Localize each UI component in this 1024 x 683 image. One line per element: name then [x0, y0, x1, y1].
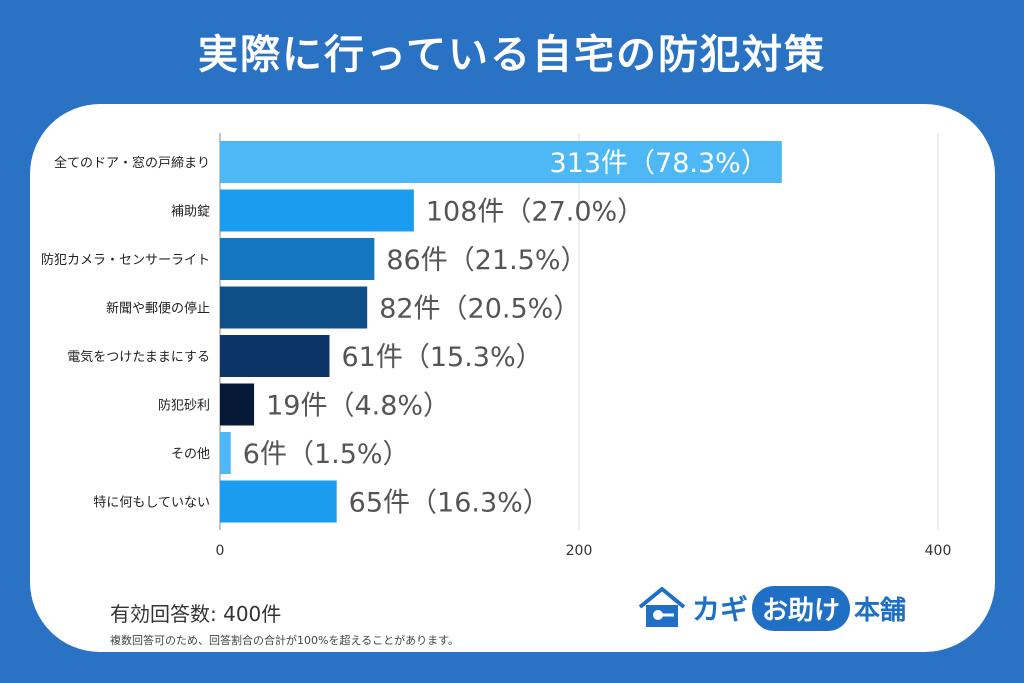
logo-text-kagi: カギ — [692, 593, 749, 626]
chart-card — [30, 104, 995, 652]
data-label: 61件（15.3%） — [341, 342, 542, 373]
bar — [220, 480, 337, 523]
x-tick-label: 200 — [566, 543, 593, 559]
data-label: 65件（16.3%） — [349, 488, 550, 519]
data-label: 82件（20.5%） — [379, 294, 580, 325]
data-label: 108件（27.0%） — [426, 197, 644, 228]
category-label: 特に何もしていない — [93, 495, 210, 511]
x-tick-label: 400 — [925, 543, 952, 559]
data-label: 313件（78.3%） — [550, 148, 768, 179]
category-label: 電気をつけたままにする — [67, 349, 210, 365]
category-label: 補助錠 — [171, 205, 210, 220]
data-label: 86件（21.5%） — [386, 245, 587, 276]
bar — [220, 286, 368, 329]
category-label: その他 — [171, 447, 210, 462]
bar — [220, 335, 330, 377]
logo-text-honpo: 本舗 — [854, 595, 907, 626]
category-label: 防犯カメラ・センサーライト — [41, 252, 210, 268]
footnote: 複数回答可のため、回答割合の合計が100%を超えることがあります。 — [110, 634, 460, 647]
bar — [220, 432, 231, 474]
respondent-count: 有効回答数: 400件 — [110, 602, 282, 626]
bar — [220, 141, 782, 183]
chart-title: 実際に行っている自宅の防犯対策 — [198, 32, 826, 78]
category-label: 全てのドア・窓の戸締まり — [54, 155, 210, 171]
category-label: 防犯砂利 — [158, 398, 210, 414]
bar — [220, 189, 414, 232]
data-label: 6件（1.5%） — [243, 439, 410, 470]
bar — [220, 383, 255, 426]
logo-text-otasuke: お助け — [752, 585, 851, 631]
bar — [220, 238, 375, 280]
house-key-icon — [638, 587, 686, 627]
brand-logo: カギ お助け 本舗 — [636, 584, 906, 632]
category-label: 新聞や郵便の停止 — [106, 301, 210, 317]
x-tick-label: 0 — [216, 543, 225, 559]
data-label: 19件（4.8%） — [266, 391, 450, 422]
